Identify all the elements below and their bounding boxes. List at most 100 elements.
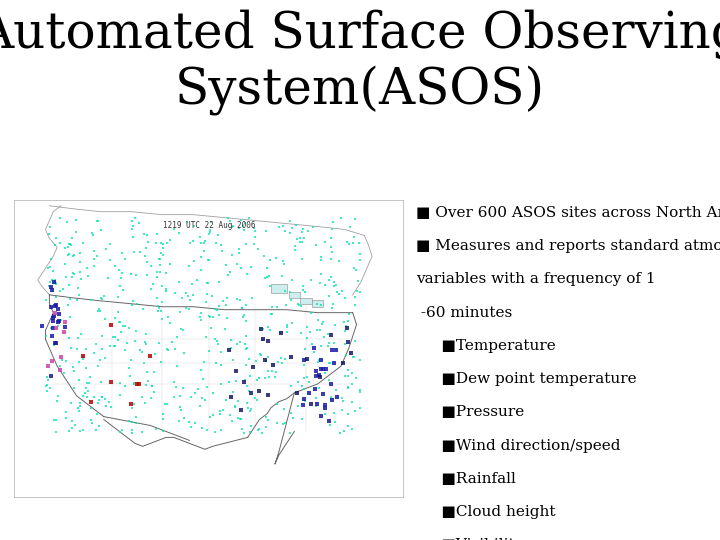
Point [248, 224, 260, 233]
Point [114, 379, 125, 388]
Point [45, 283, 57, 292]
Point [295, 301, 307, 310]
Point [181, 304, 192, 313]
Point [214, 407, 225, 416]
Point [311, 399, 323, 408]
Point [251, 396, 263, 404]
Point [65, 313, 76, 321]
Point [228, 356, 239, 364]
Point [50, 416, 62, 424]
Point [337, 397, 348, 406]
Point [264, 281, 276, 290]
Point [256, 335, 268, 344]
Point [262, 322, 274, 331]
Point [305, 308, 317, 317]
Point [171, 333, 182, 341]
Point [292, 389, 303, 397]
Point [269, 373, 281, 381]
Point [77, 353, 89, 361]
Point [155, 260, 166, 269]
Point [89, 255, 100, 264]
Point [284, 288, 295, 296]
Point [130, 418, 142, 427]
Point [67, 269, 78, 278]
Point [220, 325, 231, 333]
Bar [271, 285, 287, 293]
Point [271, 303, 283, 312]
Point [161, 269, 172, 278]
Point [114, 428, 126, 437]
Point [343, 383, 354, 392]
Point [347, 239, 359, 247]
Point [114, 281, 125, 290]
Point [221, 313, 233, 322]
Point [85, 404, 96, 413]
Point [285, 408, 297, 417]
Point [249, 393, 261, 402]
Point [341, 351, 352, 360]
Point [301, 373, 312, 381]
Point [330, 346, 342, 355]
Point [338, 318, 349, 326]
Point [54, 366, 66, 375]
Point [88, 246, 99, 255]
Point [279, 419, 291, 428]
Point [65, 344, 76, 353]
Point [204, 226, 216, 234]
Point [217, 405, 228, 414]
Point [206, 292, 217, 300]
Point [305, 276, 317, 285]
Point [81, 263, 93, 272]
Point [94, 307, 106, 315]
Point [62, 301, 73, 310]
Point [198, 247, 210, 256]
Point [82, 272, 94, 281]
Point [315, 253, 327, 261]
Point [248, 362, 259, 371]
Point [198, 375, 210, 383]
Point [300, 288, 311, 296]
Point [187, 237, 199, 246]
Point [223, 346, 235, 355]
Point [73, 358, 84, 367]
Point [250, 357, 261, 366]
Point [202, 256, 213, 265]
Point [126, 300, 138, 309]
Point [195, 253, 207, 261]
Point [48, 341, 59, 349]
Point [339, 372, 351, 381]
Point [331, 392, 343, 401]
Point [199, 395, 211, 404]
Point [343, 338, 354, 346]
Point [157, 239, 168, 248]
Point [241, 399, 253, 408]
Point [236, 303, 248, 312]
Point [287, 319, 298, 328]
Point [291, 220, 302, 229]
Point [294, 238, 306, 246]
Point [40, 382, 52, 390]
Point [350, 373, 361, 382]
Point [175, 325, 186, 333]
Point [45, 384, 56, 393]
Point [263, 353, 274, 361]
Point [276, 329, 287, 338]
Point [348, 233, 359, 241]
Point [84, 372, 96, 381]
Point [40, 332, 52, 340]
Point [49, 278, 60, 287]
Point [310, 394, 322, 403]
Point [297, 254, 308, 263]
Point [313, 371, 325, 380]
Point [80, 364, 91, 373]
Point [327, 217, 338, 226]
Point [211, 306, 222, 315]
Point [215, 380, 227, 389]
Point [106, 321, 117, 329]
Point [117, 322, 129, 330]
Point [225, 343, 236, 352]
Point [213, 310, 225, 319]
Point [325, 273, 336, 281]
Point [354, 255, 366, 264]
Point [50, 292, 61, 301]
